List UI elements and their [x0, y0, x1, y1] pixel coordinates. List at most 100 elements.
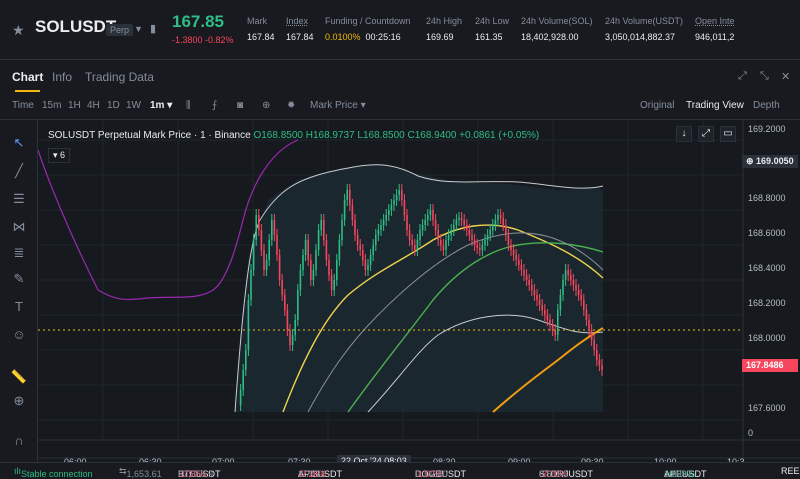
download-icon[interactable]: ↓ — [676, 126, 692, 142]
interval-1w[interactable]: 1W — [126, 100, 141, 111]
price-tick: 168.0000 — [748, 333, 786, 343]
candle-body — [468, 230, 471, 235]
candle-body — [260, 230, 263, 250]
candle-body — [518, 260, 520, 265]
candle-body — [398, 190, 400, 195]
candle-body — [590, 330, 593, 340]
chart-canvas[interactable] — [38, 120, 800, 462]
stat-24h-volume-sol: 24h Volume(SOL) 18,402,928.00 — [521, 16, 593, 42]
candle-body — [577, 290, 580, 295]
screenshot-icon[interactable]: ▭ — [720, 126, 736, 142]
expand-icon[interactable]: ⤢ — [738, 70, 747, 82]
candle-body — [252, 240, 255, 270]
stat-index[interactable]: Index 167.84 — [286, 16, 314, 42]
candle-body — [575, 285, 577, 290]
tab-info[interactable]: Info — [52, 70, 73, 84]
horizontal-lines-icon[interactable]: ☰ — [13, 191, 25, 206]
emoji-icon[interactable]: ☺ — [12, 327, 26, 342]
candle-body — [245, 350, 247, 370]
indicators-icon[interactable]: ⨍ — [212, 100, 218, 111]
fib-icon[interactable]: ≣ — [13, 245, 25, 260]
view-trading-view[interactable]: Trading View — [686, 100, 744, 111]
candle-body — [497, 215, 499, 220]
interval-4h[interactable]: 4H — [87, 100, 100, 111]
price-type-dropdown[interactable]: Mark Price ▾ — [310, 100, 366, 111]
symbol-dropdown-icon[interactable]: ▼ — [134, 24, 143, 34]
text-icon[interactable]: T — [15, 299, 23, 314]
current-price-label: 167.8486 — [742, 359, 798, 372]
candle-body — [559, 295, 562, 310]
candle-body — [354, 220, 356, 235]
magnet-icon[interactable]: ∩ — [14, 433, 24, 448]
candle-body — [583, 300, 585, 310]
candle-body — [284, 295, 286, 310]
view-original[interactable]: Original — [640, 100, 675, 111]
candle-body — [580, 295, 582, 300]
price-tick: 168.6000 — [748, 228, 786, 238]
collapse-icon[interactable]: ⤡ — [760, 70, 769, 82]
candle-body — [242, 370, 244, 390]
interval-1d[interactable]: 1D — [107, 100, 120, 111]
price-chart[interactable]: SOLUSDT Perpetual Mark Price · 1 · Binan… — [38, 120, 800, 462]
candle-body — [247, 300, 250, 350]
price-tick: 169.2000 — [748, 124, 786, 134]
brush-icon[interactable]: ✎ — [13, 271, 25, 286]
candle-body — [489, 230, 491, 235]
cursor-icon[interactable]: ↖ — [13, 135, 25, 150]
candle-body — [486, 235, 489, 240]
tab-chart[interactable]: Chart — [12, 70, 44, 92]
interval-15m[interactable]: 15m — [42, 100, 62, 111]
interval-time[interactable]: Time — [12, 100, 34, 111]
candle-body — [533, 290, 536, 295]
candle-body — [304, 240, 307, 255]
tab-trading-data[interactable]: Trading Data — [85, 70, 154, 84]
candle-body — [551, 325, 554, 330]
candle-body — [273, 220, 276, 235]
candle-body — [445, 240, 447, 250]
candle-body — [588, 320, 590, 330]
candle-body — [450, 230, 452, 235]
indicator-toggle[interactable]: ▾ 6 — [48, 148, 71, 163]
last-price: 167.85 — [172, 12, 224, 31]
candle-body — [364, 260, 367, 270]
settings-icon[interactable]: ✹ — [287, 100, 296, 111]
favorite-star-icon[interactable]: ★ — [12, 22, 25, 38]
close-icon[interactable]: ✕ — [781, 71, 791, 83]
interval-1h[interactable]: 1H — [68, 100, 81, 111]
candle-body — [570, 275, 572, 280]
zoom-in-icon[interactable]: ⊕ — [13, 393, 25, 408]
candle-body — [239, 390, 242, 405]
candle-body — [572, 280, 575, 285]
stat-open-interest[interactable]: Open Inte 946,011,2 — [695, 16, 735, 42]
index-value: ⇆ 1,653.61 — [119, 466, 162, 479]
ruler-icon[interactable]: 📏 — [10, 369, 28, 384]
candle-body — [281, 280, 283, 295]
candle-body — [447, 235, 450, 240]
candle-body — [265, 260, 268, 270]
candle-body — [419, 230, 421, 240]
add-icon[interactable]: ⊕ — [262, 100, 271, 111]
interval-1m[interactable]: 1m ▾ — [150, 100, 173, 111]
status-ticker-reef[interactable]: REEF — [781, 466, 800, 476]
candle-body — [291, 335, 294, 345]
candle-body — [549, 320, 551, 325]
camera-icon[interactable]: ◙ — [237, 100, 244, 111]
pattern-icon[interactable]: ⋈ — [12, 219, 26, 234]
candle-body — [416, 240, 419, 250]
trendline-icon[interactable]: ╱ — [15, 163, 23, 178]
candle-body — [442, 245, 445, 250]
symbol-name[interactable]: SOLUSDT — [35, 17, 117, 36]
perp-badge: Perp — [106, 24, 134, 36]
candle-body — [289, 330, 291, 345]
view-depth[interactable]: Depth — [753, 100, 780, 111]
candle-body — [531, 285, 533, 290]
candle-body — [424, 220, 426, 225]
fullscreen-icon[interactable]: ⤢ — [698, 126, 714, 142]
candle-body — [388, 210, 390, 215]
candle-body — [434, 220, 437, 230]
candle-body — [406, 215, 408, 230]
bookmark-icon[interactable]: ▮ — [150, 23, 157, 35]
chart-type-icon[interactable]: ⫼ — [186, 100, 191, 111]
candle-body — [369, 255, 372, 265]
candle-body — [323, 220, 325, 240]
